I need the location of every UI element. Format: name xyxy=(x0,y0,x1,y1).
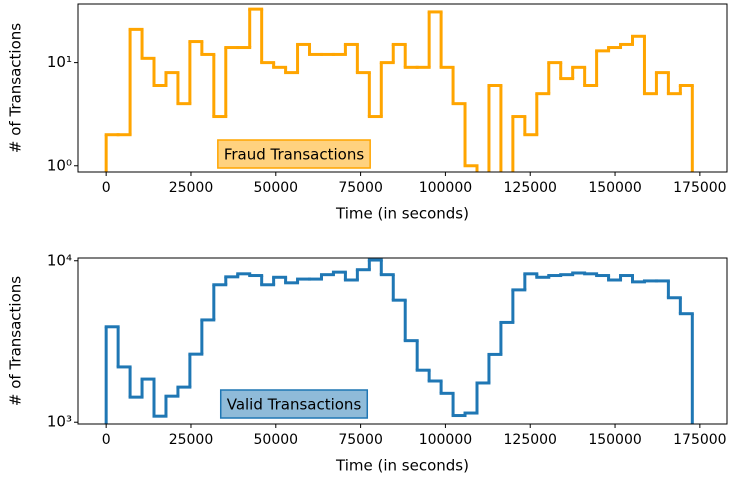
x-tick-label: 175000 xyxy=(673,432,726,448)
x-tick-label: 150000 xyxy=(588,180,641,196)
x-tick-label: 50000 xyxy=(254,180,299,196)
x-tick-label: 100000 xyxy=(419,180,472,196)
x-axis-label: Time (in seconds) xyxy=(335,205,469,223)
y-tick-label: 10¹ xyxy=(47,53,72,71)
x-tick-label: 125000 xyxy=(504,432,557,448)
x-tick-label: 25000 xyxy=(169,432,214,448)
y-tick-label: 10⁰ xyxy=(47,156,72,174)
x-tick-label: 100000 xyxy=(419,432,472,448)
legend-label: Fraud Transactions xyxy=(224,146,365,164)
x-tick-label: 175000 xyxy=(673,180,726,196)
x-tick-label: 0 xyxy=(102,180,111,196)
plot xyxy=(104,7,694,172)
x-tick-label: 150000 xyxy=(588,432,641,448)
legend-box xyxy=(217,139,371,169)
legend-label: Valid Transactions xyxy=(227,396,362,414)
x-tick-label: 25000 xyxy=(169,180,214,196)
y-tick-label: 10⁴ xyxy=(47,251,72,269)
axes-frame xyxy=(77,3,728,173)
legend-box xyxy=(219,389,369,419)
x-tick-label: 75000 xyxy=(338,180,383,196)
y-axis-label: # of Transactions xyxy=(7,23,25,153)
x-tick-label: 125000 xyxy=(504,180,557,196)
plot xyxy=(104,258,694,424)
axes-frame xyxy=(77,257,728,425)
x-axis-label: Time (in seconds) xyxy=(335,457,469,475)
y-tick-label: 10³ xyxy=(47,413,72,431)
x-tick-label: 50000 xyxy=(254,432,299,448)
y-axis-label: # of Transactions xyxy=(7,276,25,406)
x-tick-label: 0 xyxy=(102,432,111,448)
x-tick-label: 75000 xyxy=(338,432,383,448)
